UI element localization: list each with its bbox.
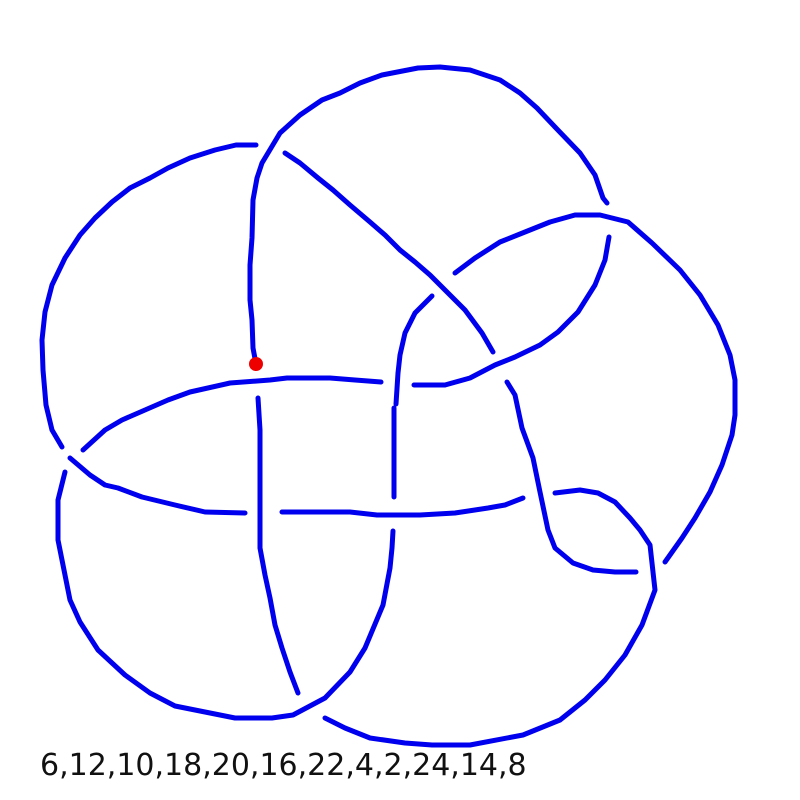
knot-strand [55,469,396,721]
knot-strand [452,212,738,565]
knot-strand [255,395,301,696]
knot-strand [504,379,639,575]
knot-strand [282,150,496,355]
knot-strand [67,455,526,518]
knot-strand [247,64,610,367]
basepoint-marker [249,357,263,371]
knot-notation-label: 6,12,10,18,20,16,22,4,2,24,14,8 [40,748,527,783]
knot-strand [39,142,259,450]
knot-strand [80,234,612,453]
knot-strands [39,64,738,748]
knot-strand [391,293,435,500]
knot-strand [322,487,658,748]
